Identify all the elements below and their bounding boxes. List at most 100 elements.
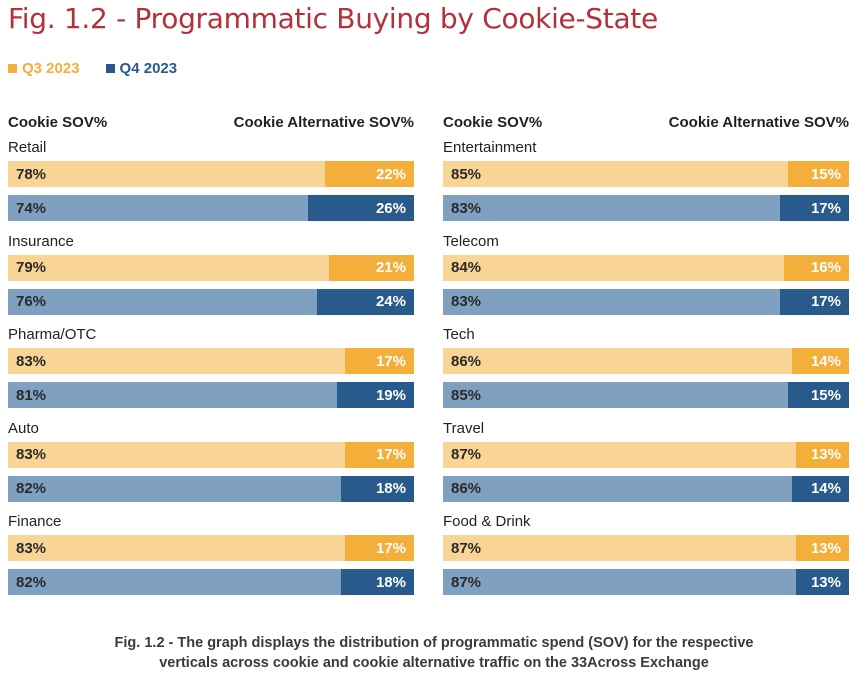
bar-segment-alternative: 15%	[788, 161, 849, 187]
data-label-alternative: 17%	[810, 293, 841, 310]
bar-q3: 83% 17%	[8, 348, 414, 374]
chart-panel-left: Cookie SOV% Cookie Alternative SOV% Reta…	[8, 113, 414, 601]
bar-segment-alternative: 24%	[316, 288, 414, 315]
bar-segment-cookie: 83%	[443, 195, 780, 221]
data-label-cookie: 86%	[451, 480, 482, 497]
data-label-cookie: 87%	[451, 573, 482, 591]
bar-segment-alternative: 14%	[792, 348, 849, 374]
data-label-cookie: 79%	[16, 259, 47, 276]
data-label-cookie: 76%	[16, 293, 47, 310]
category-label: Food & Drink	[443, 513, 531, 530]
category-label: Entertainment	[443, 139, 537, 156]
bar-segment-cookie: 87%	[443, 569, 797, 595]
legend-item-q4: Q4 2023	[105, 60, 177, 77]
data-label-alternative: 17%	[810, 199, 841, 217]
bar-segment-cookie: 79%	[8, 254, 329, 281]
bar-segment-cookie: 83%	[8, 535, 345, 561]
category-label: Auto	[8, 419, 39, 437]
bar-segment-cookie: 85%	[443, 161, 789, 187]
category-group-travel: Travel 87% 13% 86% 14%	[443, 414, 849, 508]
column-header-cookie: Cookie SOV%	[8, 114, 108, 131]
legend-swatch-q3	[8, 64, 17, 73]
data-label-cookie: 86%	[451, 352, 482, 370]
category-group-auto: Auto 83% 17% 82% 18%	[8, 414, 414, 508]
data-label-alternative: 19%	[375, 386, 406, 404]
bar-segment-cookie: 86%	[443, 348, 793, 374]
bar-q3: 83% 17%	[8, 441, 414, 468]
category-groups-left: Retail 78% 22% 74% 26% Insurance 79% 21% 76% 24% P…	[8, 133, 414, 601]
bar-segment-cookie: 87%	[443, 535, 797, 561]
category-group-pharma-otc: Pharma/OTC 83% 17% 81% 19%	[8, 320, 414, 414]
bar-q3: 84% 16%	[443, 254, 849, 281]
data-label-cookie: 83%	[16, 446, 47, 463]
bar-segment-cookie: 76%	[8, 288, 317, 315]
bar-q4: 81% 19%	[8, 382, 414, 408]
bar-segment-cookie: 83%	[443, 288, 780, 315]
bar-segment-cookie: 81%	[8, 382, 337, 408]
category-group-telecom: Telecom 84% 16% 83% 17%	[443, 227, 849, 321]
data-label-alternative: 13%	[810, 446, 841, 463]
data-label-cookie: 83%	[451, 199, 482, 217]
data-label-alternative: 17%	[375, 352, 406, 370]
data-label-cookie: 87%	[451, 539, 482, 557]
data-label-alternative: 14%	[810, 352, 841, 370]
bar-segment-alternative: 18%	[340, 475, 414, 502]
data-label-alternative: 16%	[810, 259, 841, 276]
category-group-tech: Tech 86% 14% 85% 15%	[443, 320, 849, 414]
bar-segment-cookie: 85%	[443, 382, 789, 408]
data-label-alternative: 18%	[375, 480, 406, 497]
column-header-cookie: Cookie SOV%	[443, 114, 543, 131]
data-label-alternative: 17%	[375, 446, 406, 463]
data-label-alternative: 15%	[810, 165, 841, 183]
data-label-alternative: 14%	[810, 480, 841, 497]
data-label-alternative: 15%	[810, 386, 841, 404]
category-group-finance: Finance 83% 17% 82% 18%	[8, 507, 414, 601]
data-label-cookie: 87%	[451, 446, 482, 463]
category-group-entertainment: Entertainment 85% 15% 83% 17%	[443, 133, 849, 227]
category-group-insurance: Insurance 79% 21% 76% 24%	[8, 227, 414, 321]
category-group-food-drink: Food & Drink 87% 13% 87% 13%	[443, 507, 849, 601]
bar-segment-cookie: 83%	[8, 441, 345, 468]
bar-q4: 82% 18%	[8, 569, 414, 595]
legend-swatch-q4	[105, 64, 115, 73]
data-label-alternative: 22%	[375, 165, 406, 183]
bar-q3: 85% 15%	[443, 161, 849, 187]
chart-title: Fig. 1.2 - Programmatic Buying by Cookie…	[8, 2, 658, 35]
category-label: Pharma/OTC	[8, 326, 97, 343]
bar-segment-alternative: 15%	[788, 382, 849, 408]
category-label: Travel	[443, 419, 485, 437]
bar-q4: 76% 24%	[8, 288, 414, 315]
bar-q4: 82% 18%	[8, 475, 414, 502]
bar-segment-alternative: 21%	[328, 254, 414, 281]
column-header-alternative: Cookie Alternative SOV%	[668, 114, 849, 131]
caption-line-2: verticals across cookie and cookie alter…	[159, 655, 709, 671]
category-groups-right: Entertainment 85% 15% 83% 17% Telecom 84% 16% 83…	[443, 133, 849, 601]
bar-segment-alternative: 13%	[796, 441, 849, 468]
bar-segment-alternative: 17%	[779, 288, 849, 315]
data-label-alternative: 13%	[810, 573, 841, 591]
bar-segment-alternative: 13%	[796, 569, 849, 595]
bar-q4: 85% 15%	[443, 382, 849, 408]
bar-segment-cookie: 78%	[8, 161, 325, 187]
bar-segment-alternative: 19%	[336, 382, 414, 408]
bar-segment-cookie: 86%	[443, 475, 793, 502]
bar-segment-cookie: 87%	[443, 441, 797, 468]
bar-segment-cookie: 82%	[8, 475, 341, 502]
bar-q4: 86% 14%	[443, 475, 849, 502]
category-label: Retail	[8, 139, 47, 156]
data-label-cookie: 82%	[16, 573, 47, 591]
bar-q4: 83% 17%	[443, 195, 849, 221]
bar-q3: 87% 13%	[443, 441, 849, 468]
column-header-alternative: Cookie Alternative SOV%	[233, 114, 414, 131]
column-headers-left: Cookie SOV% Cookie Alternative SOV%	[8, 113, 414, 133]
bar-segment-alternative: 16%	[784, 254, 849, 281]
bar-segment-alternative: 18%	[340, 569, 414, 595]
data-label-alternative: 26%	[375, 199, 406, 217]
data-label-cookie: 83%	[16, 352, 47, 370]
bar-segment-alternative: 17%	[779, 195, 849, 221]
bar-segment-alternative: 22%	[324, 161, 414, 187]
category-label: Insurance	[8, 232, 74, 250]
bar-q4: 74% 26%	[8, 195, 414, 221]
column-headers-right: Cookie SOV% Cookie Alternative SOV%	[443, 113, 849, 133]
bar-q4: 87% 13%	[443, 569, 849, 595]
